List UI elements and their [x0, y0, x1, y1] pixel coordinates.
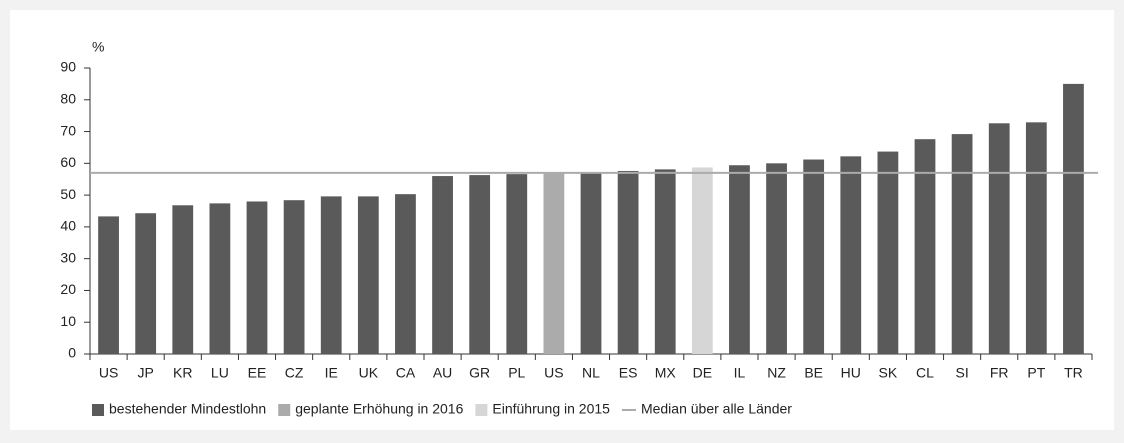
bar — [283, 200, 305, 354]
x-tick-label: SI — [955, 365, 968, 381]
y-tick-label: 30 — [60, 249, 76, 265]
y-tick-label: 40 — [60, 218, 76, 234]
x-tick-label: IE — [325, 365, 338, 381]
y-tick-label: 50 — [60, 186, 76, 202]
x-tick-label: US — [99, 365, 118, 381]
bar — [951, 134, 973, 354]
y-unit: % — [92, 39, 104, 55]
bar — [729, 165, 750, 354]
bar — [98, 216, 119, 354]
legend-label: geplante Erhöhung in 2016 — [295, 401, 463, 417]
bar — [766, 163, 787, 354]
bar — [543, 172, 565, 354]
x-tick-label: JP — [137, 365, 153, 381]
bar — [1025, 122, 1047, 354]
bar — [357, 196, 379, 354]
x-tick-label: DE — [693, 365, 712, 381]
legend-swatch — [278, 404, 291, 416]
bar — [320, 196, 342, 354]
x-tick-label: EE — [248, 365, 267, 381]
bar — [135, 213, 157, 354]
legend-label: bestehender Mindestlohn — [109, 401, 266, 417]
bar — [1063, 83, 1084, 354]
x-tick-label: SK — [879, 365, 898, 381]
y-tick-label: 90 — [60, 59, 76, 75]
x-tick-label: LU — [211, 365, 229, 381]
x-tick-label: GR — [469, 365, 490, 381]
y-tick-label: 10 — [60, 313, 76, 329]
legend-swatch — [475, 404, 488, 416]
y-tick-label: 80 — [60, 90, 76, 106]
x-tick-label: AU — [433, 365, 452, 381]
x-tick-label: IL — [734, 365, 746, 381]
bar — [172, 205, 194, 354]
x-tick-label: MX — [655, 365, 677, 381]
bar — [914, 139, 936, 354]
x-tick-label: CZ — [285, 365, 304, 381]
x-tick-label: FR — [990, 365, 1009, 381]
y-tick-label: 70 — [60, 122, 76, 138]
bar — [432, 176, 453, 354]
x-tick-label: KR — [173, 365, 192, 381]
x-tick-label: NZ — [767, 365, 786, 381]
y-tick-label: 0 — [68, 345, 76, 361]
x-tick-label: NL — [582, 365, 600, 381]
bar — [803, 159, 825, 354]
x-tick-label: HU — [841, 365, 861, 381]
x-tick-label: CA — [396, 365, 416, 381]
bar — [877, 151, 899, 354]
y-tick-label: 60 — [60, 154, 76, 170]
bar — [840, 156, 862, 354]
x-tick-label: ES — [619, 365, 638, 381]
bar — [246, 201, 268, 354]
x-tick-label: PL — [508, 365, 525, 381]
bar — [469, 175, 491, 354]
bar — [691, 167, 713, 354]
x-tick-label: TR — [1064, 365, 1083, 381]
x-tick-label: PT — [1027, 365, 1045, 381]
x-tick-label: CL — [916, 365, 934, 381]
bar — [506, 174, 528, 354]
bar — [617, 170, 639, 354]
x-tick-label: BE — [804, 365, 823, 381]
legend-swatch — [92, 404, 104, 416]
x-tick-label: US — [544, 365, 563, 381]
bar — [209, 203, 231, 354]
y-tick-label: 20 — [60, 281, 76, 297]
x-tick-label: UK — [359, 365, 379, 381]
legend-label: Einführung in 2015 — [492, 401, 610, 417]
bar — [395, 194, 416, 354]
bar — [988, 123, 1010, 354]
legend-label: Median über alle Länder — [641, 401, 792, 417]
bar — [654, 169, 676, 354]
bar — [580, 172, 602, 354]
